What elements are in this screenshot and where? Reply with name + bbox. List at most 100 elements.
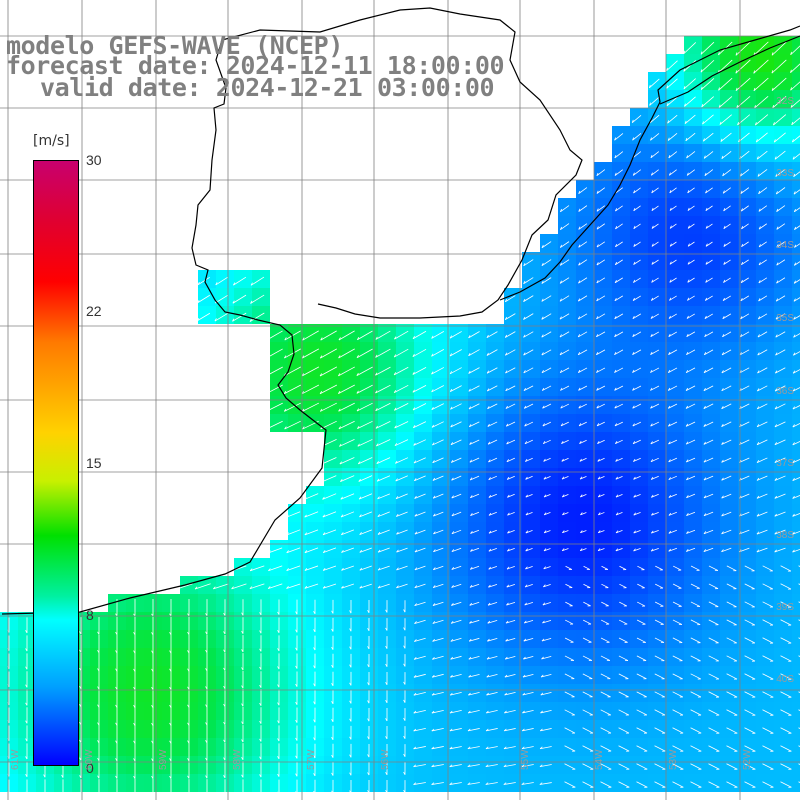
wind-arrow xyxy=(774,529,786,535)
wind-arrow xyxy=(544,512,551,516)
wind-arrow-head xyxy=(771,87,774,91)
wind-arrow xyxy=(377,511,390,518)
wind-arrow-head xyxy=(758,208,761,212)
wind-arrow xyxy=(596,241,606,248)
wind-arrow-head xyxy=(615,476,619,480)
wind-arrow xyxy=(615,259,623,266)
wind-arrow-head xyxy=(259,648,262,652)
wind-arrow-head xyxy=(577,334,581,338)
wind-arrow-head xyxy=(668,423,671,427)
wind-arrow-head xyxy=(25,791,28,795)
wind-arrow xyxy=(669,205,677,211)
wind-arrow-head xyxy=(721,423,724,427)
wind-arrow-head xyxy=(596,387,599,391)
wind-arrow xyxy=(486,655,498,660)
wind-arrow xyxy=(721,457,732,463)
wind-arrow xyxy=(632,367,642,373)
wind-arrow-head xyxy=(377,496,380,500)
wind-arrow xyxy=(338,366,355,377)
wind-arrow xyxy=(668,313,677,319)
wind-arrow xyxy=(469,457,480,463)
wind-speed-cell xyxy=(792,126,800,144)
wind-arrow xyxy=(633,205,641,212)
wind-arrow-head xyxy=(205,792,208,796)
wind-arrow xyxy=(394,421,409,429)
wind-arrow-head xyxy=(331,790,334,794)
wind-arrow-head xyxy=(704,333,707,337)
wind-arrow xyxy=(543,457,551,462)
wind-arrow-head xyxy=(740,316,743,320)
wind-arrow xyxy=(632,295,641,301)
wind-arrow xyxy=(705,277,713,283)
wind-arrow-head xyxy=(302,426,305,430)
wind-arrow xyxy=(690,727,702,734)
wind-arrow-head xyxy=(357,425,360,429)
wind-arrow-head xyxy=(649,102,652,106)
wind-arrow-head xyxy=(223,612,226,616)
wind-arrow-head xyxy=(385,681,388,685)
wind-arrow-head xyxy=(541,387,545,391)
lat-label: 37S xyxy=(776,458,794,469)
wind-arrow-head xyxy=(468,424,472,427)
wind-arrow-head xyxy=(487,406,490,410)
wind-arrow-head xyxy=(431,389,434,393)
wind-arrow-head xyxy=(169,631,172,636)
wind-arrow-head xyxy=(541,334,544,338)
wind-arrow-head xyxy=(756,442,760,445)
wind-arrow xyxy=(775,331,786,338)
wind-arrow-head xyxy=(451,513,455,517)
wind-arrow xyxy=(449,728,462,732)
wind-arrow-head xyxy=(792,156,795,160)
wind-arrow-head xyxy=(449,782,453,785)
wind-arrow xyxy=(637,565,645,571)
wind-arrow-head xyxy=(414,531,418,535)
wind-arrow xyxy=(412,366,427,375)
wind-arrow-head xyxy=(614,279,617,283)
wind-arrow xyxy=(232,294,247,304)
wind-arrow-head xyxy=(385,627,388,631)
wind-arrow xyxy=(450,691,462,696)
wind-arrow-head xyxy=(340,479,343,482)
wind-arrow xyxy=(431,728,444,732)
wind-arrow xyxy=(773,132,786,143)
wind-arrow xyxy=(523,277,534,285)
wind-arrow-head xyxy=(223,685,226,689)
wind-arrow-head xyxy=(705,207,708,211)
wind-arrow xyxy=(758,187,768,195)
wind-arrow-head xyxy=(504,710,507,714)
wind-speed-cell xyxy=(792,432,800,450)
wind-arrow-head xyxy=(259,720,262,724)
wind-arrow-head xyxy=(704,297,708,301)
wind-arrow xyxy=(215,294,229,304)
wind-arrow xyxy=(615,530,623,534)
wind-arrow-head xyxy=(259,738,262,742)
wind-arrow-head xyxy=(79,775,82,779)
wind-arrow xyxy=(413,782,426,785)
wind-arrow-head xyxy=(205,649,208,653)
wind-arrow xyxy=(449,764,462,768)
wind-arrow-head xyxy=(268,550,271,554)
wind-arrow xyxy=(708,601,719,608)
wind-arrow-head xyxy=(524,423,527,427)
wind-arrow-head xyxy=(668,441,671,445)
wind-arrow xyxy=(672,583,682,589)
wind-arrow xyxy=(687,277,695,283)
wind-arrow-head xyxy=(756,406,760,410)
wind-arrow-head xyxy=(632,333,635,337)
wind-arrow xyxy=(431,764,444,768)
wind-arrow xyxy=(703,493,714,499)
wind-arrow-head xyxy=(522,710,525,714)
wind-arrow xyxy=(578,259,588,266)
colorbar-tick: 15 xyxy=(86,455,102,471)
wind-arrow-head xyxy=(736,104,739,109)
wind-arrow xyxy=(412,348,427,358)
wind-arrow xyxy=(632,385,642,391)
lat-label: 39S xyxy=(776,602,794,613)
wind-arrow xyxy=(341,565,354,571)
wind-arrow xyxy=(649,78,660,89)
wind-arrow xyxy=(524,602,534,606)
wind-arrow xyxy=(600,727,612,734)
wind-arrow-head xyxy=(133,793,136,797)
wind-arrow-head xyxy=(486,674,490,678)
wind-arrow xyxy=(708,583,719,589)
